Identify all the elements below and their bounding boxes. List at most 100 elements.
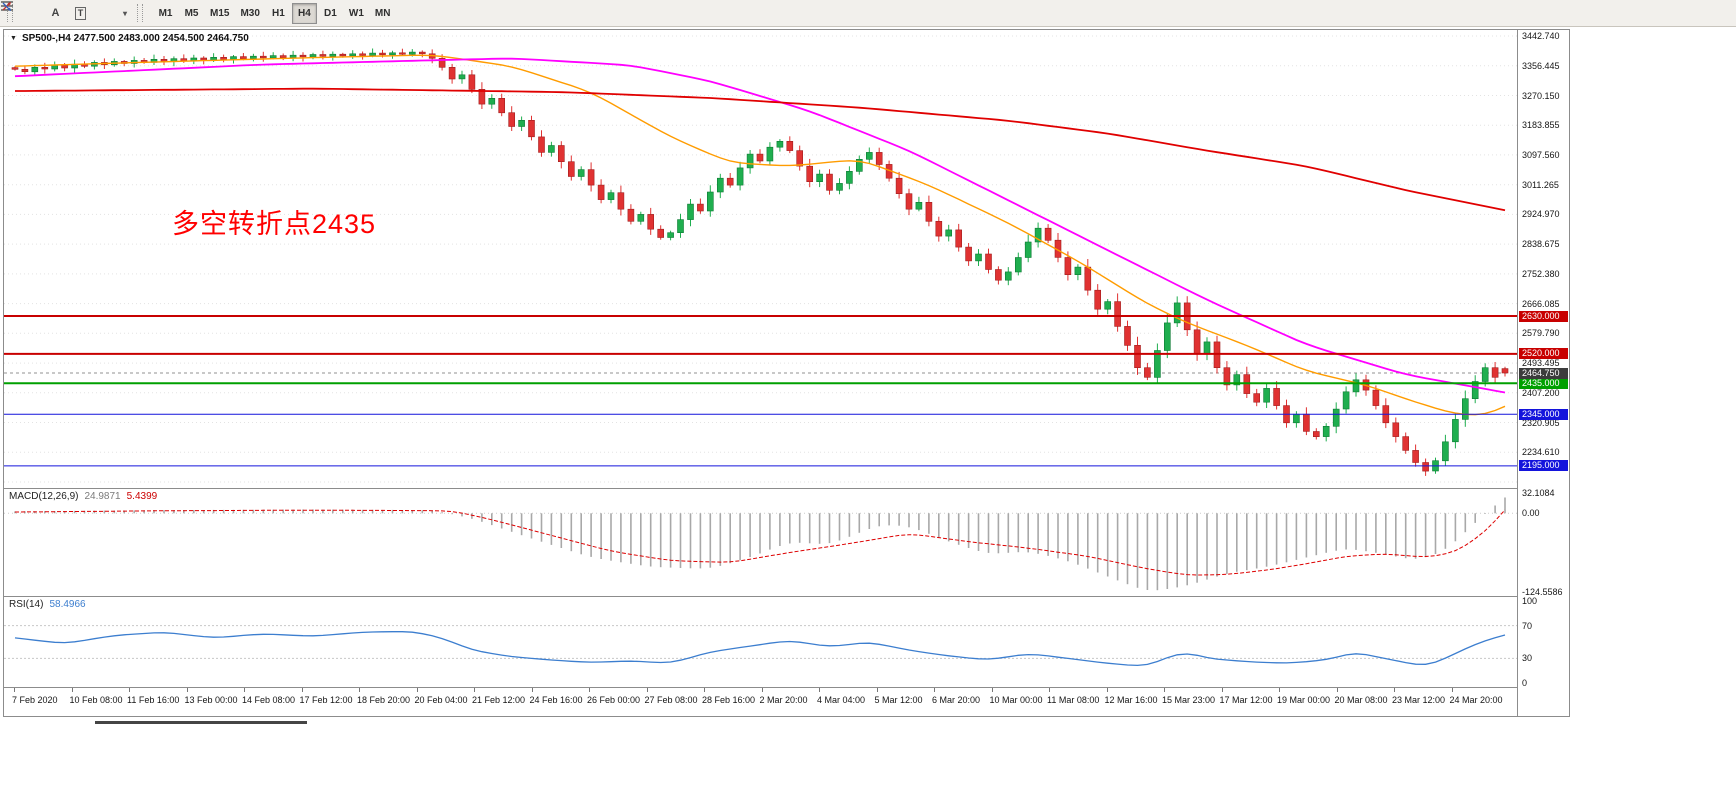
time-tick-label: 21 Feb 12:00 — [472, 695, 526, 705]
text-tool-button[interactable]: T — [69, 3, 92, 24]
tf-button-W1[interactable]: W1 — [344, 3, 369, 24]
toolbar: A T ▾ M1 M5 M15 M30 H1 H4 D1 W1 MN — [0, 0, 1736, 27]
toolbar-grip[interactable] — [7, 4, 13, 22]
macd-axis-label: 0.00 — [1522, 508, 1540, 519]
time-tick-label: 19 Mar 00:00 — [1277, 695, 1331, 705]
rsi-axis-label: 0 — [1522, 678, 1528, 688]
tf-button-H1[interactable]: H1 — [266, 3, 291, 24]
timeframe-toolbar: M1 M5 M15 M30 H1 H4 D1 W1 MN — [153, 2, 396, 24]
macd-signal-value: 5.4399 — [126, 491, 158, 502]
price-tick-label: 2924.970 — [1522, 209, 1560, 220]
tf-button-H4[interactable]: H4 — [291, 2, 317, 24]
time-tick-mark — [1451, 688, 1453, 692]
arrows-tool-button[interactable] — [2, 2, 117, 24]
time-tick-label: 10 Mar 00:00 — [989, 695, 1043, 705]
time-tick-label: 11 Feb 16:00 — [127, 695, 180, 705]
macd-axis-label: -124.5586 — [1522, 587, 1563, 597]
time-tick-mark — [646, 688, 648, 692]
tf-button-M15[interactable]: M15 — [205, 3, 234, 24]
time-tick-mark — [1106, 688, 1108, 692]
time-tick-label: 2 Mar 20:00 — [759, 695, 808, 705]
tf-button-MN[interactable]: MN — [370, 3, 396, 24]
text-tool-icon: T — [74, 6, 87, 20]
time-tick-mark — [1336, 688, 1338, 692]
time-tick-mark — [761, 688, 763, 692]
price-tick-label: 3011.265 — [1522, 179, 1559, 190]
price-tick-label: 2407.200 — [1522, 387, 1560, 398]
time-tick-mark — [186, 688, 188, 692]
time-tick-mark — [1049, 688, 1050, 692]
price-tick-label: 2666.085 — [1522, 298, 1560, 309]
price-tick-label: 3183.855 — [1522, 120, 1560, 131]
toolbar-grip-2[interactable] — [137, 4, 144, 22]
price-tick-label: 2579.790 — [1522, 328, 1560, 339]
time-tick-label: 17 Mar 12:00 — [1219, 695, 1273, 705]
rsi-canvas[interactable] — [4, 597, 1517, 687]
rsi-header: RSI(14) 58.4966 — [9, 599, 86, 610]
time-tick-mark — [129, 688, 130, 692]
chart-annotation-text: 多空转折点2435 — [172, 209, 377, 239]
ma-mid-magenta — [14, 57, 1506, 394]
price-tick-label: 2320.905 — [1522, 417, 1560, 428]
price-tick-label: 2838.675 — [1522, 239, 1560, 250]
tool-dropdown-button[interactable]: ▾ — [119, 3, 131, 24]
time-tick-mark — [876, 688, 878, 692]
chart-ohlc-header: ▼ SP500-,H4 2477.500 2483.000 2454.500 2… — [10, 33, 249, 44]
time-tick-mark — [991, 688, 993, 692]
rsi-label: RSI(14) — [9, 599, 44, 610]
time-tick-label: 12 Mar 16:00 — [1104, 695, 1158, 705]
tf-button-D1[interactable]: D1 — [318, 3, 343, 24]
chart-list-button[interactable] — [1, 1, 42, 24]
price-badge-2630: 2630.000 — [1519, 310, 1568, 322]
time-tick-label: 27 Feb 08:00 — [644, 695, 698, 705]
time-tick-mark — [1394, 688, 1395, 692]
macd-axis-label: 32.1084 — [1522, 488, 1555, 498]
time-tick-mark — [704, 688, 705, 692]
time-tick-mark — [934, 688, 935, 692]
chart-header-text: SP500-,H4 2477.500 2483.000 2454.500 246… — [21, 33, 249, 44]
time-tick-mark — [301, 688, 303, 692]
time-axis[interactable]: 7 Feb 2020 10 Feb 08:00 11 Feb 16:00 13 Feb… — [4, 687, 1517, 716]
price-tick-label: 2234.610 — [1522, 447, 1560, 458]
horizontal-scrollbar[interactable] — [3, 719, 1570, 727]
main-chart-canvas[interactable] — [4, 30, 1517, 488]
main-chart-panel[interactable]: ▼ SP500-,H4 2477.500 2483.000 2454.500 2… — [4, 30, 1517, 488]
rsi-value: 58.4966 — [49, 599, 86, 610]
time-tick-label: 10 Feb 08:00 — [69, 695, 123, 705]
macd-canvas[interactable] — [4, 489, 1517, 596]
time-tick-label: 6 Mar 20:00 — [932, 695, 981, 705]
rsi-panel[interactable]: RSI(14) 58.4966 — [4, 596, 1517, 687]
price-tick-label: 3097.560 — [1522, 149, 1560, 160]
moving-averages — [14, 54, 1506, 416]
ma-fast-orange — [14, 54, 1506, 416]
time-tick-mark — [1164, 688, 1165, 692]
rsi-axis-label: 30 — [1522, 653, 1533, 664]
chart-window: ▼ SP500-,H4 2477.500 2483.000 2454.500 2… — [3, 29, 1570, 717]
time-tick-label: 4 Mar 04:00 — [817, 695, 866, 705]
time-tick-label: 11 Mar 08:00 — [1047, 695, 1100, 705]
macd-panel[interactable]: MACD(12,26,9) 24.9871 5.4399 — [4, 488, 1517, 596]
grid-lines — [4, 35, 1517, 483]
current-price-badge: 2464.750 — [1519, 367, 1568, 379]
ma-slow-red — [15, 87, 1506, 212]
chevron-down-icon: ▾ — [123, 8, 128, 18]
tf-button-M30[interactable]: M30 — [235, 3, 264, 24]
horizontal-lines[interactable] — [4, 315, 1517, 467]
price-scale[interactable]: 2234.610 2320.905 2407.200 2493.495 2579.790… — [1517, 30, 1569, 716]
tf-button-M1[interactable]: M1 — [153, 3, 178, 24]
label-tool-button[interactable]: A — [44, 3, 67, 24]
collapse-triangle-icon[interactable]: ▼ — [10, 35, 17, 42]
macd-histogram — [14, 497, 1506, 591]
scrollbar-thumb[interactable] — [95, 721, 307, 724]
time-tick-mark — [819, 688, 820, 692]
time-tick-label: 17 Feb 12:00 — [299, 695, 353, 705]
time-tick-label: 20 Mar 08:00 — [1334, 695, 1388, 705]
time-tick-label: 24 Feb 16:00 — [529, 695, 583, 705]
time-tick-mark — [531, 688, 533, 692]
time-tick-label: 14 Feb 08:00 — [242, 695, 296, 705]
time-tick-mark — [14, 688, 15, 692]
label-tool-icon: A — [51, 7, 60, 19]
time-tick-mark — [1279, 688, 1280, 692]
time-tick-label: 13 Feb 00:00 — [184, 695, 238, 705]
tf-button-M5[interactable]: M5 — [179, 3, 204, 24]
